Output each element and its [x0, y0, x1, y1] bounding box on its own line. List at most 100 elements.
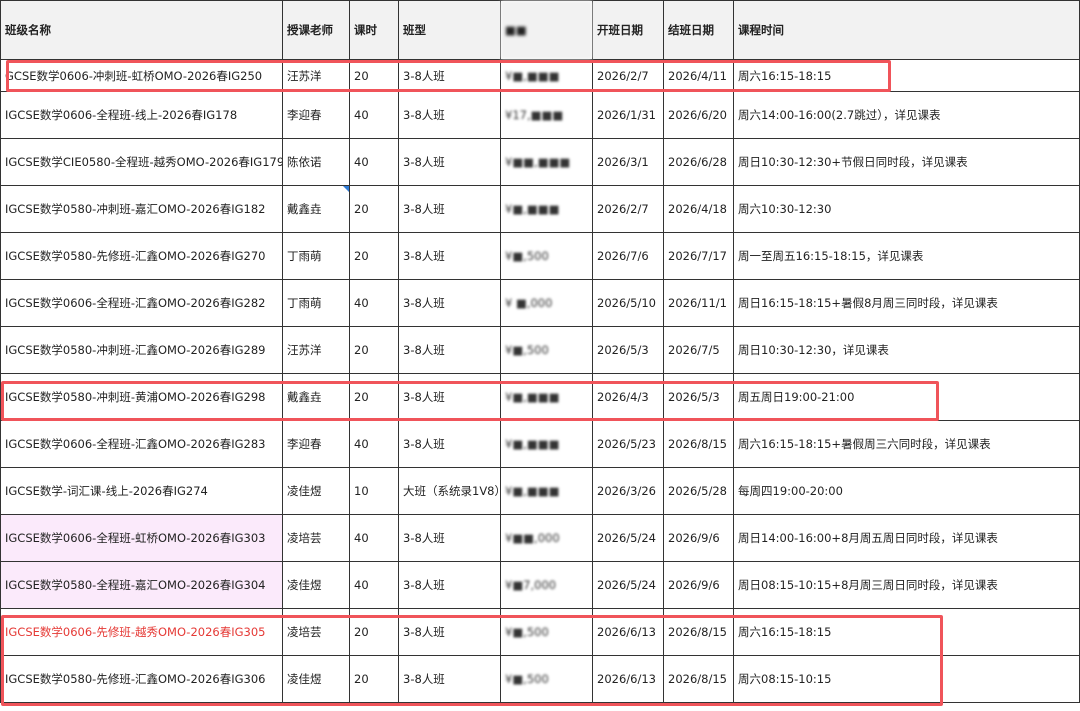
end-date-cell[interactable]: 2026/4/11 [663, 59, 734, 92]
class-name-cell[interactable]: IGCSE数学0580-冲刺班-汇鑫OMO-2026春IG289 [0, 326, 283, 374]
price-cell[interactable]: ¥■,■■■ [500, 420, 593, 468]
price-cell[interactable]: ¥■,■■■ [500, 373, 593, 421]
class-name-cell[interactable]: IGCSE数学0580-冲刺班-嘉汇OMO-2026春IG182 [0, 185, 283, 233]
class-name-cell[interactable]: IGCSE数学0606-先修班-越秀OMO-2026春IG305 [0, 608, 283, 656]
course-time-cell[interactable]: 周日10:30-12:30+节假日同时段，详见课表 [733, 138, 1080, 186]
table-row[interactable]: IGCSE数学0606-全程班-线上-2026春IG178 李迎春 40 3-8人班 ¥… [0, 91, 1080, 139]
class-type-cell[interactable]: 3-8人班 [398, 59, 501, 92]
teacher-cell[interactable]: 丁雨萌 [282, 232, 350, 280]
hours-cell[interactable]: 40 [349, 514, 399, 562]
class-name-cell[interactable]: GCSE数学0606-冲刺班-虹桥OMO-2026春IG250 [0, 59, 283, 92]
end-date-cell[interactable]: 2026/11/1 [663, 279, 734, 327]
start-date-cell[interactable]: 2026/1/31 [592, 91, 664, 139]
teacher-cell[interactable]: 凌佳煜 [282, 561, 350, 609]
end-date-cell[interactable]: 2026/8/15 [663, 655, 734, 703]
class-type-cell[interactable]: 3-8人班 [398, 514, 501, 562]
class-name-cell[interactable]: IGCSE数学-词汇课-线上-2026春IG274 [0, 467, 283, 515]
class-name-cell[interactable]: IGCSE数学0580-全程班-嘉汇OMO-2026春IG304 [0, 561, 283, 609]
teacher-cell[interactable]: 汪苏洋 [282, 59, 350, 92]
end-date-cell[interactable]: 2026/7/17 [663, 232, 734, 280]
start-date-cell[interactable]: 2026/2/7 [592, 185, 664, 233]
start-date-cell[interactable]: 2026/2/7 [592, 59, 664, 92]
hours-cell[interactable]: 20 [349, 373, 399, 421]
class-type-cell[interactable]: 3-8人班 [398, 608, 501, 656]
teacher-cell[interactable]: 汪苏洋 [282, 326, 350, 374]
hours-cell[interactable]: 40 [349, 279, 399, 327]
class-type-cell[interactable]: 3-8人班 [398, 279, 501, 327]
hours-cell[interactable]: 40 [349, 561, 399, 609]
course-time-cell[interactable]: 周五周日19:00-21:00 [733, 373, 1080, 421]
end-date-cell[interactable]: 2026/8/15 [663, 420, 734, 468]
class-name-cell[interactable]: IGCSE数学0606-全程班-汇鑫OMO-2026春IG283 [0, 420, 283, 468]
end-date-cell[interactable]: 2026/4/18 [663, 185, 734, 233]
course-time-cell[interactable]: 每周四19:00-20:00 [733, 467, 1080, 515]
price-cell[interactable]: ¥■,500 [500, 608, 593, 656]
table-row[interactable]: IGCSE数学0606-先修班-越秀OMO-2026春IG305 凌培芸 20 3-8… [0, 608, 1080, 656]
course-time-cell[interactable]: 周六14:00-16:00(2.7跳过），详见课表 [733, 91, 1080, 139]
table-row[interactable]: IGCSE数学0606-全程班-汇鑫OMO-2026春IG282 丁雨萌 40 3-8… [0, 279, 1080, 327]
start-date-cell[interactable]: 2026/5/10 [592, 279, 664, 327]
hours-cell[interactable]: 20 [349, 655, 399, 703]
hours-cell[interactable]: 40 [349, 138, 399, 186]
end-date-cell[interactable]: 2026/9/6 [663, 514, 734, 562]
class-type-cell[interactable]: 3-8人班 [398, 655, 501, 703]
price-cell[interactable]: ¥■,■■■ [500, 185, 593, 233]
end-date-cell[interactable]: 2026/7/5 [663, 326, 734, 374]
hours-cell[interactable]: 20 [349, 232, 399, 280]
class-name-cell[interactable]: IGCSE数学0580-先修班-汇鑫OMO-2026春IG270 [0, 232, 283, 280]
price-cell[interactable]: ¥■,■■■ [500, 59, 593, 92]
teacher-cell[interactable]: 凌培芸 [282, 514, 350, 562]
table-row[interactable]: IGCSE数学-词汇课-线上-2026春IG274 凌佳煜 10 大班（系统录1V8）… [0, 467, 1080, 515]
teacher-cell[interactable]: 陈依诺 [282, 138, 350, 186]
teacher-cell[interactable]: 李迎春 [282, 420, 350, 468]
table-row[interactable]: GCSE数学0606-冲刺班-虹桥OMO-2026春IG250 汪苏洋 20 3-8人… [0, 59, 1080, 92]
price-cell[interactable]: ¥ ■,000 [500, 279, 593, 327]
class-name-cell[interactable]: IGCSE数学0580-先修班-汇鑫OMO-2026春IG306 [0, 655, 283, 703]
course-time-cell[interactable]: 周六16:15-18:15 [733, 608, 1080, 656]
price-cell[interactable]: ¥■■,■■■ [500, 138, 593, 186]
class-type-cell[interactable]: 大班（系统录1V8） [398, 467, 501, 515]
class-type-cell[interactable]: 3-8人班 [398, 373, 501, 421]
price-cell[interactable]: ¥17,■■■ [500, 91, 593, 139]
price-cell[interactable]: ¥■,500 [500, 655, 593, 703]
price-cell[interactable]: ¥■,500 [500, 232, 593, 280]
end-date-cell[interactable]: 2026/8/15 [663, 608, 734, 656]
table-row[interactable]: IGCSE数学0606-全程班-汇鑫OMO-2026春IG283 李迎春 40 3-8… [0, 420, 1080, 468]
hours-cell[interactable]: 40 [349, 91, 399, 139]
table-row[interactable]: IGCSE数学0580-冲刺班-嘉汇OMO-2026春IG182 戴鑫垚 20 3-8… [0, 185, 1080, 233]
class-type-cell[interactable]: 3-8人班 [398, 232, 501, 280]
table-row[interactable]: IGCSE数学0580-先修班-汇鑫OMO-2026春IG270 丁雨萌 20 3-8… [0, 232, 1080, 280]
table-row[interactable]: IGCSE数学CIE0580-全程班-越秀OMO-2026春IG179 陈依诺 40… [0, 138, 1080, 186]
end-date-cell[interactable]: 2026/5/3 [663, 373, 734, 421]
table-row[interactable]: IGCSE数学0606-全程班-虹桥OMO-2026春IG303 凌培芸 40 3-8… [0, 514, 1080, 562]
hours-cell[interactable]: 20 [349, 59, 399, 92]
start-date-cell[interactable]: 2026/5/3 [592, 326, 664, 374]
table-row[interactable]: IGCSE数学0580-冲刺班-黄浦OMO-2026春IG298 戴鑫垚 20 3-8… [0, 373, 1080, 421]
start-date-cell[interactable]: 2026/5/23 [592, 420, 664, 468]
class-name-cell[interactable]: IGCSE数学0606-全程班-线上-2026春IG178 [0, 91, 283, 139]
class-name-cell[interactable]: IGCSE数学0580-冲刺班-黄浦OMO-2026春IG298 [0, 373, 283, 421]
end-date-cell[interactable]: 2026/6/28 [663, 138, 734, 186]
teacher-cell[interactable]: 戴鑫垚 [282, 185, 350, 233]
teacher-cell[interactable]: 凌培芸 [282, 608, 350, 656]
course-time-cell[interactable]: 周六16:15-18:15+暑假周三六同时段，详见课表 [733, 420, 1080, 468]
class-name-cell[interactable]: IGCSE数学CIE0580-全程班-越秀OMO-2026春IG179 [0, 138, 283, 186]
class-type-cell[interactable]: 3-8人班 [398, 326, 501, 374]
class-type-cell[interactable]: 3-8人班 [398, 561, 501, 609]
course-time-cell[interactable]: 周六16:15-18:15 [733, 59, 1080, 92]
hours-cell[interactable]: 10 [349, 467, 399, 515]
price-cell[interactable]: ¥■,■■■ [500, 467, 593, 515]
price-cell[interactable]: ¥■,500 [500, 326, 593, 374]
start-date-cell[interactable]: 2026/4/3 [592, 373, 664, 421]
price-cell[interactable]: ¥■■,000 [500, 514, 593, 562]
hours-cell[interactable]: 20 [349, 185, 399, 233]
end-date-cell[interactable]: 2026/9/6 [663, 561, 734, 609]
table-row[interactable]: IGCSE数学0580-冲刺班-汇鑫OMO-2026春IG289 汪苏洋 20 3-8… [0, 326, 1080, 374]
course-time-cell[interactable]: 周日14:00-16:00+8月周五周日同时段，详见课表 [733, 514, 1080, 562]
start-date-cell[interactable]: 2026/3/26 [592, 467, 664, 515]
teacher-cell[interactable]: 凌佳煜 [282, 655, 350, 703]
start-date-cell[interactable]: 2026/5/24 [592, 514, 664, 562]
start-date-cell[interactable]: 2026/6/13 [592, 608, 664, 656]
course-time-cell[interactable]: 周六10:30-12:30 [733, 185, 1080, 233]
class-name-cell[interactable]: IGCSE数学0606-全程班-虹桥OMO-2026春IG303 [0, 514, 283, 562]
